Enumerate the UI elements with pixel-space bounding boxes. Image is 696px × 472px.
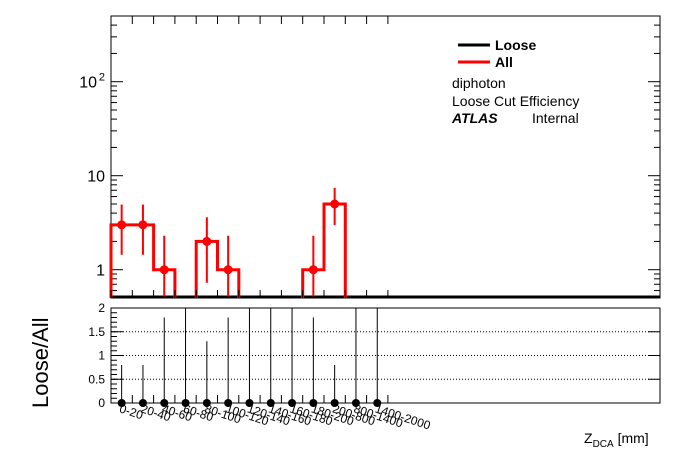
x-tick-label: 1400-2000 (373, 402, 432, 433)
legend-label-loose: Loose (495, 37, 536, 53)
atlas-label: ATLAS (451, 110, 498, 126)
upper-y-tick-exponent: 2 (99, 72, 105, 84)
x-axis: 0-2020-4040-6060-8080-100100-120120-1401… (110, 16, 433, 433)
ratio-data-point (351, 399, 360, 407)
internal-label: Internal (532, 110, 579, 126)
ratio-data-point (224, 399, 233, 407)
upper-y-tick-label: 10 (79, 75, 97, 92)
lower-y-axis: 0 0.5 1 1.5 2 (88, 301, 660, 410)
ratio-data-point (117, 399, 126, 407)
ratio-data-point (202, 399, 211, 407)
ratio-data-point (138, 399, 147, 407)
lower-y-tick-label: 1 (98, 349, 105, 363)
x-axis-title-unit: [mm] (614, 430, 649, 446)
legend: Loose All (458, 37, 536, 70)
ratio-data-point (181, 399, 190, 407)
annotation-title: Loose Cut Efficiency (452, 93, 579, 109)
all-data-point (159, 265, 169, 275)
ratio-data-point (309, 399, 318, 407)
all-data-point (308, 265, 318, 275)
lower-y-tick-label: 0.5 (88, 372, 105, 386)
lower-y-tick-label: 1.5 (88, 325, 105, 339)
ratio-data-point (373, 399, 382, 407)
all-data-point (117, 220, 127, 230)
legend-label-all: All (495, 54, 513, 70)
x-axis-title-main: Z (584, 430, 593, 446)
ratio-data-point (330, 399, 339, 407)
lower-y-tick-label: 0 (98, 396, 105, 410)
lower-data-points (117, 308, 382, 407)
annotation-channel: diphoton (452, 75, 506, 91)
lower-gridlines (111, 331, 660, 380)
all-data-point (202, 236, 212, 246)
ratio-data-point (288, 399, 297, 407)
upper-histograms (109, 202, 660, 299)
all-data-point (330, 199, 340, 209)
x-axis-title: ZDCA [mm] (584, 430, 649, 450)
ratio-data-point (160, 399, 169, 407)
y-axis-title: Loose/All (28, 317, 53, 408)
upper-data-points (117, 187, 340, 297)
ratio-data-point (245, 399, 254, 407)
all-histogram (109, 202, 347, 298)
upper-plot-frame (110, 15, 661, 299)
all-data-point (223, 265, 233, 275)
upper-y-tick-label: 10 (87, 169, 105, 186)
all-data-point (138, 220, 148, 230)
ratio-data-point (266, 399, 275, 407)
lower-y-tick-label: 2 (98, 301, 105, 315)
upper-y-tick-label: 1 (96, 263, 105, 280)
lower-plot-frame (110, 307, 661, 404)
x-axis-title-sub: DCA (593, 439, 614, 450)
